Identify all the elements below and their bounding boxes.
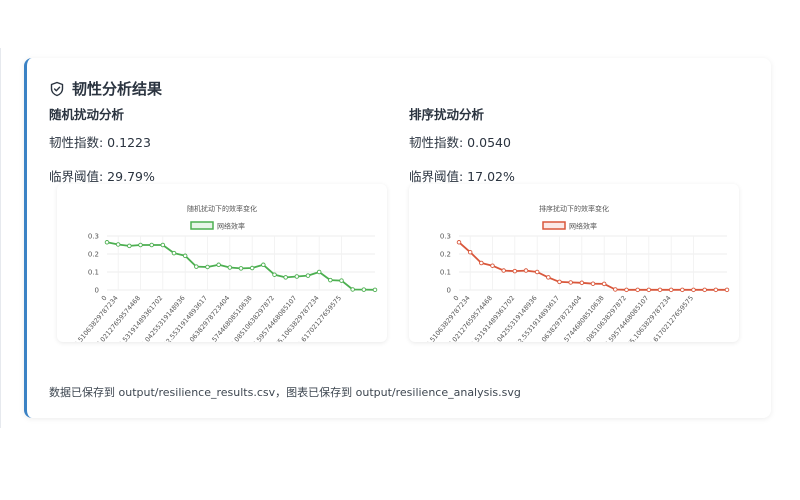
sorted-analysis-panel: 排序扰动分析 韧性指数: 0.0540 临界阈值: 17.02% — [409, 104, 515, 185]
data-point — [305, 273, 311, 278]
y-tick-label: 0.3 — [440, 233, 451, 241]
data-point — [713, 287, 719, 293]
sorted-critical-threshold: 临界阈值: 17.02% — [409, 169, 515, 184]
sorted-resilience-index: 韧性指数: 0.0540 — [409, 135, 511, 150]
data-point — [171, 250, 177, 256]
y-tick-label: 0.3 — [88, 233, 99, 241]
data-point — [194, 264, 199, 269]
data-point — [227, 265, 233, 270]
data-point — [261, 262, 266, 268]
save-status-text: 数据已保存到 output/resilience_results.csv，图表已… — [49, 386, 521, 399]
data-point — [501, 268, 506, 273]
data-point — [657, 287, 663, 293]
data-point — [283, 275, 288, 280]
data-point — [138, 242, 143, 248]
section-header: 韧性分析结果 — [49, 78, 162, 99]
data-point — [590, 281, 596, 286]
shield-icon — [50, 81, 64, 96]
y-tick-label: 0.2 — [88, 251, 99, 259]
data-point — [523, 268, 529, 273]
left-divider — [0, 48, 1, 428]
data-point — [691, 287, 696, 293]
random-critical-threshold: 临界阈值: 29.79% — [49, 169, 155, 184]
random-analysis-title: 随机扰动分析 — [49, 107, 125, 122]
data-point — [568, 280, 573, 285]
chart-title: 排序扰动下的效率变化 — [539, 204, 609, 213]
random-analysis-panel: 随机扰动分析 韧性指数: 0.1223 临界阈值: 29.79% — [49, 104, 155, 185]
data-point — [601, 281, 607, 287]
random-efficiency-chart: 随机扰动下的效率变化网络效率 0 0.1 0.2 0.3 8.51063829787234… — [57, 184, 387, 342]
data-point — [238, 266, 244, 271]
data-point — [361, 287, 367, 292]
data-point — [182, 253, 188, 259]
y-tick-label: 0.1 — [440, 269, 451, 277]
data-point — [115, 242, 121, 247]
legend-label: 网络效率 — [217, 222, 245, 231]
data-point — [546, 275, 551, 280]
x-tick-label: 8.51063829787234 — [424, 294, 471, 342]
data-point — [613, 287, 618, 292]
sorted-analysis-title: 排序扰动分析 — [409, 107, 485, 122]
series-line — [106, 241, 376, 291]
data-point — [350, 287, 355, 292]
sorted-efficiency-chart: 排序扰动下的效率变化网络效率 0 0.1 0.2 0.3 8.51063829787234… — [409, 184, 739, 342]
data-point — [557, 279, 562, 285]
data-point — [294, 274, 300, 279]
data-point — [624, 287, 629, 293]
data-point — [372, 287, 378, 293]
chart-title: 随机扰动下的效率变化 — [187, 204, 257, 213]
data-point — [328, 277, 333, 283]
data-point — [680, 287, 685, 293]
data-point — [339, 278, 344, 283]
data-point — [490, 263, 495, 268]
data-point — [149, 242, 154, 248]
data-point — [249, 265, 255, 271]
data-point — [635, 287, 640, 293]
data-point — [668, 287, 674, 293]
y-tick-label: 0 — [95, 287, 99, 295]
data-point — [479, 260, 484, 266]
data-point — [646, 287, 652, 293]
data-point — [512, 268, 518, 274]
resilience-results-card: 韧性分析结果 随机扰动分析 韧性指数: 0.1223 临界阈值: 29.79% … — [24, 58, 771, 418]
legend-label: 网络效率 — [569, 222, 597, 231]
data-point — [104, 240, 110, 245]
x-tick-label: 8.51063829787234 — [72, 294, 119, 342]
data-point — [160, 242, 166, 248]
y-tick-label: 0.1 — [88, 269, 99, 277]
legend-swatch — [542, 221, 566, 230]
data-point — [579, 280, 585, 286]
data-point — [456, 240, 462, 245]
data-point — [534, 269, 540, 275]
section-title: 韧性分析结果 — [72, 80, 163, 98]
data-point — [316, 269, 322, 275]
data-point — [724, 287, 730, 293]
data-point — [216, 262, 221, 268]
x-tick-label: 0 — [452, 294, 461, 302]
data-point — [127, 243, 132, 249]
x-tick-label: 0 — [100, 294, 109, 302]
data-point — [467, 249, 473, 255]
legend-swatch — [190, 221, 214, 230]
data-point — [272, 272, 277, 277]
data-point — [702, 287, 707, 293]
data-point — [205, 264, 210, 270]
y-tick-label: 0.2 — [440, 251, 451, 259]
y-tick-label: 0 — [447, 287, 451, 295]
random-resilience-index: 韧性指数: 0.1223 — [49, 135, 151, 150]
